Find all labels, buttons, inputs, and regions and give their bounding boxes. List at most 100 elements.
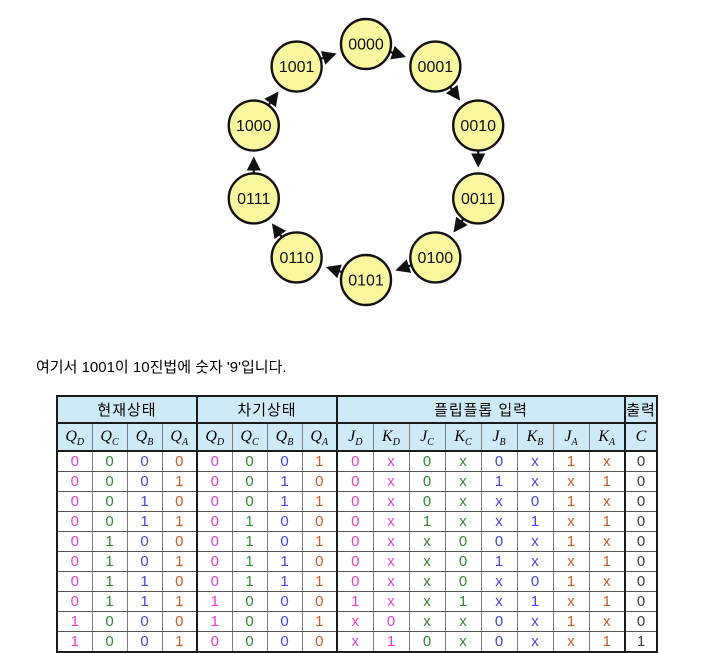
cell-QA: 1 [301, 611, 338, 632]
cell-QC: 0 [91, 471, 128, 492]
cell-JB: 1 [480, 471, 518, 492]
cell-QB: 0 [266, 591, 303, 612]
col-header-JA: JA [552, 422, 590, 452]
cell-KA: x [588, 611, 626, 632]
cell-JA: x [552, 591, 590, 612]
cell-KC: x [444, 491, 482, 512]
cell-QC: 1 [91, 551, 128, 572]
col-header-QC: QC [91, 422, 128, 452]
cell-KB: 1 [516, 511, 554, 532]
cell-KB: x [516, 611, 554, 632]
caption-text: 여기서 1001이 10진법에 숫자 '9'입니다. [36, 359, 287, 376]
cell-QA: 0 [161, 450, 198, 472]
cell-JC: 0 [408, 471, 446, 492]
state-label: 0111 [237, 191, 270, 208]
cell-C: 0 [624, 491, 658, 512]
state-circle [409, 231, 462, 284]
cell-JA: 1 [552, 450, 590, 472]
cell-JD: 0 [336, 471, 374, 492]
cell-JD: 0 [336, 491, 374, 512]
cell-QD: 1 [196, 591, 233, 612]
cell-QD: 0 [196, 491, 233, 512]
cell-C: 0 [624, 450, 658, 472]
cell-QD: 0 [56, 491, 93, 512]
cell-QB: 1 [126, 591, 163, 612]
cell-KC: 0 [444, 551, 482, 572]
state-diagram: 0000 0001 0010 0011 0100 0101 0110 0111 1000 1001 [227, 17, 505, 307]
cell-QA: 0 [161, 611, 198, 632]
cell-QD: 0 [196, 450, 233, 472]
cell-QB: 0 [126, 450, 163, 472]
transition-arrow [453, 216, 468, 233]
cell-JD: x [336, 631, 374, 653]
cell-C: 0 [624, 511, 658, 532]
state-node: 1001 [270, 40, 323, 93]
cell-QD: 0 [56, 471, 93, 492]
cell-QD: 0 [56, 571, 93, 592]
cell-QB: 1 [266, 491, 303, 512]
cell-JD: 0 [336, 531, 374, 552]
cell-KC: x [444, 471, 482, 492]
cell-C: 0 [624, 571, 658, 592]
cell-C: 0 [624, 591, 658, 612]
col-header-QB: QB [266, 422, 303, 452]
cell-JA: 1 [552, 531, 590, 552]
state-label: 0010 [460, 118, 496, 135]
cell-JC: 0 [408, 491, 446, 512]
cell-QA: 1 [301, 531, 338, 552]
col-header-C: C [624, 422, 658, 452]
cell-KB: x [516, 631, 554, 653]
cell-QA: 1 [301, 491, 338, 512]
cell-JA: x [552, 551, 590, 572]
col-header-QC: QC [231, 422, 268, 452]
cell-QA: 0 [161, 491, 198, 512]
cell-JC: 0 [408, 631, 446, 653]
cell-QD: 0 [56, 511, 93, 532]
cell-QB: 0 [266, 611, 303, 632]
state-node: 0111 [227, 172, 280, 225]
cell-QB: 0 [266, 511, 303, 532]
cell-KA: x [588, 450, 626, 472]
cell-QB: 0 [266, 531, 303, 552]
cell-QD: 0 [196, 551, 233, 572]
cell-C: 0 [624, 611, 658, 632]
cell-JC: x [408, 591, 446, 612]
cell-JB: x [480, 491, 518, 512]
cell-JB: 0 [480, 611, 518, 632]
transition-arrows [246, 45, 486, 279]
cell-QC: 0 [91, 511, 128, 532]
cell-QD: 1 [56, 611, 93, 632]
cell-KB: x [516, 450, 554, 472]
state-circle [270, 231, 323, 284]
cell-QA: 0 [301, 631, 338, 653]
state-nodes: 0000 0001 0010 0011 0100 0101 0110 0111 1000 1001 [227, 17, 505, 307]
state-node: 1000 [227, 99, 280, 152]
transition-arrow [390, 45, 407, 60]
cell-KD: x [372, 571, 410, 592]
cell-JC: 1 [408, 511, 446, 532]
cell-C: 0 [624, 471, 658, 492]
state-diagram-svg: 0000 0001 0010 0011 0100 0101 0110 0111 1000 1001 [227, 17, 505, 307]
state-label: 1001 [279, 59, 315, 76]
col-header-QB: QB [126, 422, 163, 452]
cell-JC: x [408, 571, 446, 592]
cell-KD: x [372, 491, 410, 512]
cell-QA: 1 [161, 511, 198, 532]
cell-QD: 1 [56, 631, 93, 653]
state-label: 0110 [279, 250, 314, 267]
state-label: 0100 [418, 250, 454, 267]
table-column-header-row: QD QC QB QA QD QC QB QA JD KD JC KC JB KB JA KA C [56, 422, 658, 452]
cell-QB: 0 [126, 611, 163, 632]
cell-QA: 0 [301, 511, 338, 532]
cell-QA: 1 [301, 450, 338, 472]
col-header-KC: KC [444, 422, 482, 452]
cell-KC: x [444, 450, 482, 472]
cell-QC: 0 [91, 491, 128, 512]
